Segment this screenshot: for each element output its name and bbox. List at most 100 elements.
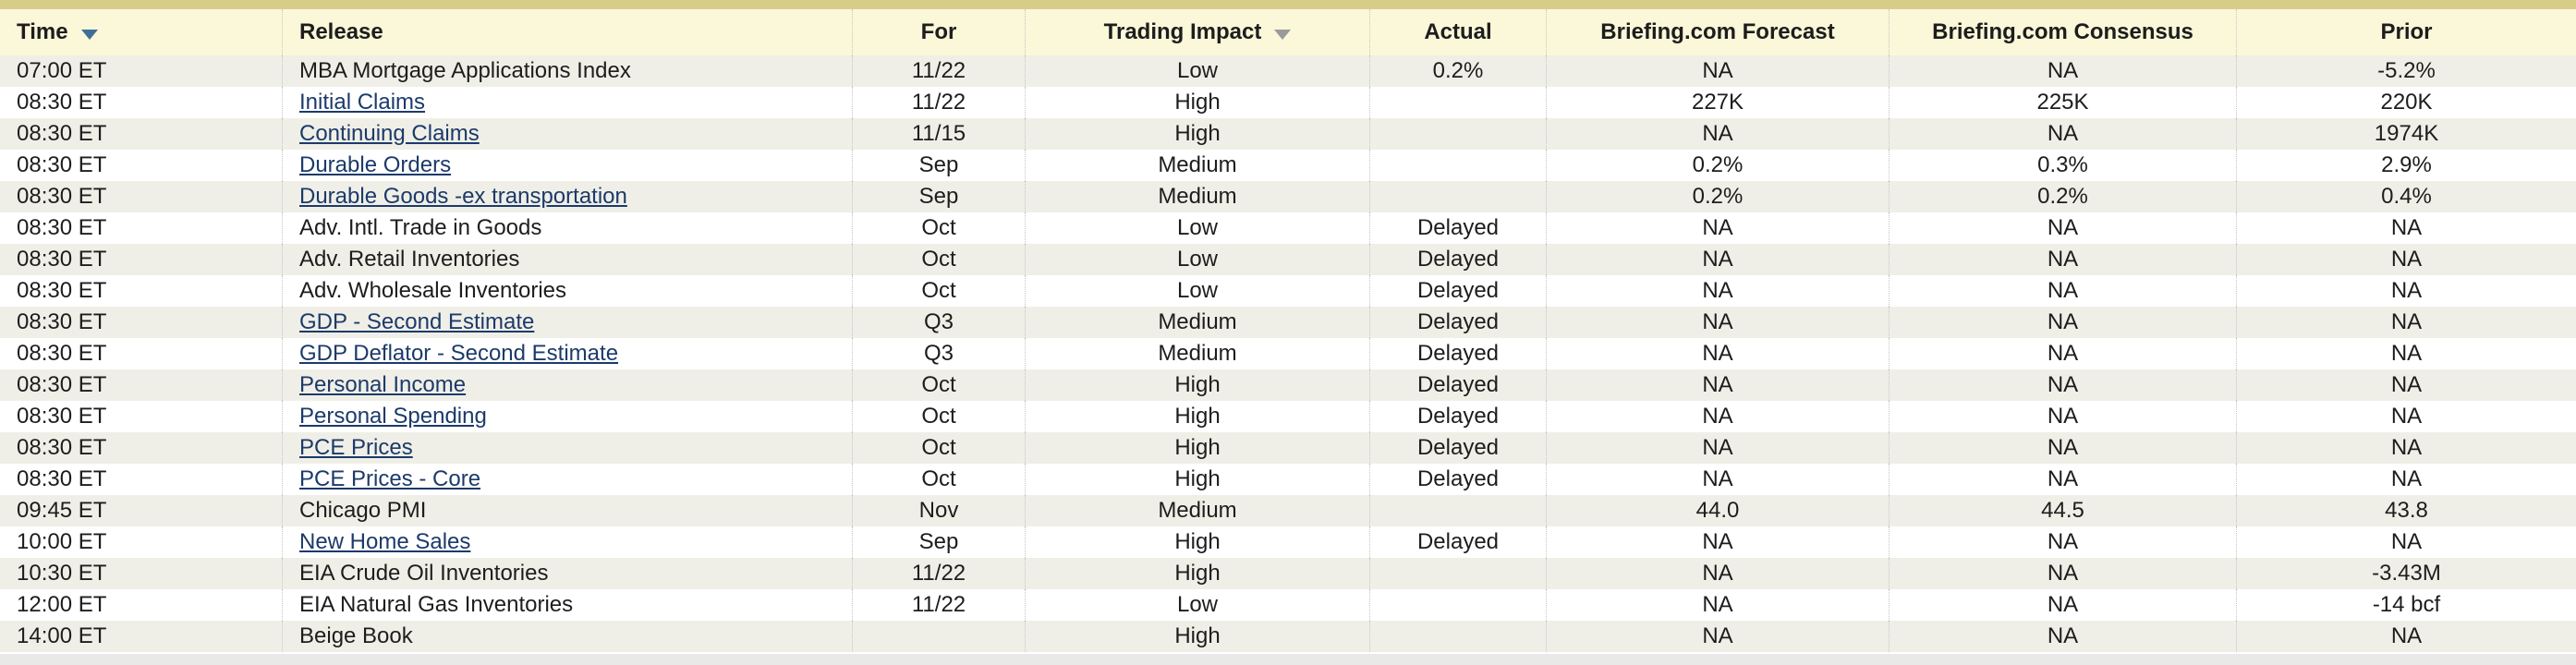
cell-time: 09:45 ET <box>17 498 107 523</box>
cell-consensus: NA <box>1889 338 2236 369</box>
cell-trading-impact: Medium <box>1025 495 1369 526</box>
cell-prior: 43.8 <box>2236 495 2576 526</box>
cell-for: Oct <box>852 464 1025 495</box>
cell-time: 14:00 ET <box>17 623 107 648</box>
cell-release: Chicago PMI <box>282 495 852 526</box>
cell-actual <box>1369 118 1546 150</box>
cell-time: 08:30 ET <box>17 309 107 334</box>
table-row: 08:30 ET Adv. Retail Inventories Oct Low… <box>0 244 2576 275</box>
release-link[interactable]: Durable Orders <box>299 152 452 177</box>
table-row: 08:30 ET Durable Goods -ex transportatio… <box>0 181 2576 212</box>
cell-consensus: NA <box>1889 589 2236 621</box>
cell-consensus: 44.5 <box>1889 495 2236 526</box>
cell-consensus: NA <box>1889 558 2236 589</box>
release-link[interactable]: Personal Income <box>299 372 467 397</box>
cell-for: Sep <box>852 150 1025 181</box>
cell-actual: Delayed <box>1369 212 1546 244</box>
column-header-trading-impact[interactable]: Trading Impact <box>1025 9 1369 55</box>
release-link[interactable]: PCE Prices <box>299 435 413 460</box>
release-link[interactable]: GDP - Second Estimate <box>299 309 535 334</box>
cell-forecast: NA <box>1546 55 1889 87</box>
cell-trading-impact: High <box>1025 464 1369 495</box>
cell-actual <box>1369 589 1546 621</box>
cell-actual: Delayed <box>1369 432 1546 464</box>
cell-forecast: 227K <box>1546 87 1889 118</box>
cell-release: Personal Spending <box>282 401 852 432</box>
cell-trading-impact: High <box>1025 369 1369 401</box>
cell-forecast: 0.2% <box>1546 181 1889 212</box>
cell-consensus: NA <box>1889 118 2236 150</box>
cell-time: 08:30 ET <box>17 247 107 272</box>
cell-trading-impact: High <box>1025 621 1369 652</box>
cell-forecast: NA <box>1546 558 1889 589</box>
cell-time: 08:30 ET <box>17 466 107 491</box>
cell-release: MBA Mortgage Applications Index <box>282 55 852 87</box>
column-header-trading-impact-label: Trading Impact <box>1103 19 1262 44</box>
cell-consensus: NA <box>1889 55 2236 87</box>
cell-release: Initial Claims <box>282 87 852 118</box>
release-link[interactable]: Continuing Claims <box>299 121 480 146</box>
cell-prior: NA <box>2236 369 2576 401</box>
table-row: 08:30 ET Adv. Intl. Trade in Goods Oct L… <box>0 212 2576 244</box>
cell-consensus: NA <box>1889 464 2236 495</box>
cell-time: 10:30 ET <box>17 561 107 586</box>
cell-for: Oct <box>852 432 1025 464</box>
cell-time: 08:30 ET <box>17 404 107 429</box>
table-row: 08:30 ET Continuing Claims 11/15 High NA… <box>0 118 2576 150</box>
column-header-release-label: Release <box>299 19 383 44</box>
cell-prior: -3.43M <box>2236 558 2576 589</box>
cell-consensus: 0.3% <box>1889 150 2236 181</box>
column-header-forecast: Briefing.com Forecast <box>1546 9 1889 55</box>
cell-for: Oct <box>852 244 1025 275</box>
cell-actual <box>1369 150 1546 181</box>
cell-release: GDP Deflator - Second Estimate <box>282 338 852 369</box>
cell-for: 11/22 <box>852 87 1025 118</box>
cell-actual: 0.2% <box>1369 55 1546 87</box>
cell-time: 08:30 ET <box>17 121 107 146</box>
release-link[interactable]: GDP Deflator - Second Estimate <box>299 341 619 366</box>
cell-prior: NA <box>2236 275 2576 307</box>
release-link[interactable]: Durable Goods -ex transportation <box>299 184 627 209</box>
column-header-consensus: Briefing.com Consensus <box>1889 9 2236 55</box>
table-row: 07:00 ET MBA Mortgage Applications Index… <box>0 55 2576 87</box>
cell-for: Oct <box>852 275 1025 307</box>
cell-trading-impact: Medium <box>1025 150 1369 181</box>
cell-actual <box>1369 87 1546 118</box>
trading-impact-sort-desc-icon <box>1274 29 1292 40</box>
cell-actual: Delayed <box>1369 275 1546 307</box>
cell-release: EIA Crude Oil Inventories <box>282 558 852 589</box>
column-header-forecast-label: Briefing.com Forecast <box>1600 19 1835 44</box>
cell-actual <box>1369 495 1546 526</box>
table-row: 08:30 ET Personal Spending Oct High Dela… <box>0 401 2576 432</box>
cell-consensus: 225K <box>1889 87 2236 118</box>
column-header-actual-label: Actual <box>1424 19 1492 44</box>
cell-actual <box>1369 181 1546 212</box>
release-link[interactable]: PCE Prices - Core <box>299 466 481 491</box>
cell-trading-impact: High <box>1025 401 1369 432</box>
cell-consensus: NA <box>1889 621 2236 652</box>
cell-forecast: NA <box>1546 621 1889 652</box>
column-header-time[interactable]: Time <box>0 9 282 55</box>
column-header-actual: Actual <box>1369 9 1546 55</box>
table-row: 08:30 ET Adv. Wholesale Inventories Oct … <box>0 275 2576 307</box>
table-row: 08:30 ET PCE Prices - Core Oct High Dela… <box>0 464 2576 495</box>
column-header-time-label: Time <box>17 19 68 44</box>
release-link[interactable]: Initial Claims <box>299 90 426 115</box>
table-row: 08:30 ET Durable Orders Sep Medium 0.2% … <box>0 150 2576 181</box>
cell-release: PCE Prices - Core <box>282 464 852 495</box>
cell-forecast: NA <box>1546 118 1889 150</box>
horizontal-scrollbar-track[interactable] <box>0 652 2576 665</box>
table-body: 07:00 ET MBA Mortgage Applications Index… <box>0 55 2576 652</box>
cell-trading-impact: Medium <box>1025 181 1369 212</box>
cell-trading-impact: High <box>1025 526 1369 558</box>
cell-trading-impact: High <box>1025 558 1369 589</box>
release-link[interactable]: New Home Sales <box>299 529 471 554</box>
cell-for: Oct <box>852 212 1025 244</box>
cell-prior: NA <box>2236 621 2576 652</box>
release-link[interactable]: Personal Spending <box>299 404 487 429</box>
cell-prior: -14 bcf <box>2236 589 2576 621</box>
cell-forecast: 44.0 <box>1546 495 1889 526</box>
cell-forecast: NA <box>1546 526 1889 558</box>
cell-time: 08:30 ET <box>17 152 107 177</box>
cell-for: 11/15 <box>852 118 1025 150</box>
